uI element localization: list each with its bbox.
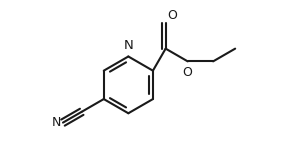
Text: N: N	[51, 116, 61, 129]
Text: N: N	[124, 39, 133, 52]
Text: O: O	[167, 9, 177, 22]
Text: O: O	[183, 66, 193, 79]
